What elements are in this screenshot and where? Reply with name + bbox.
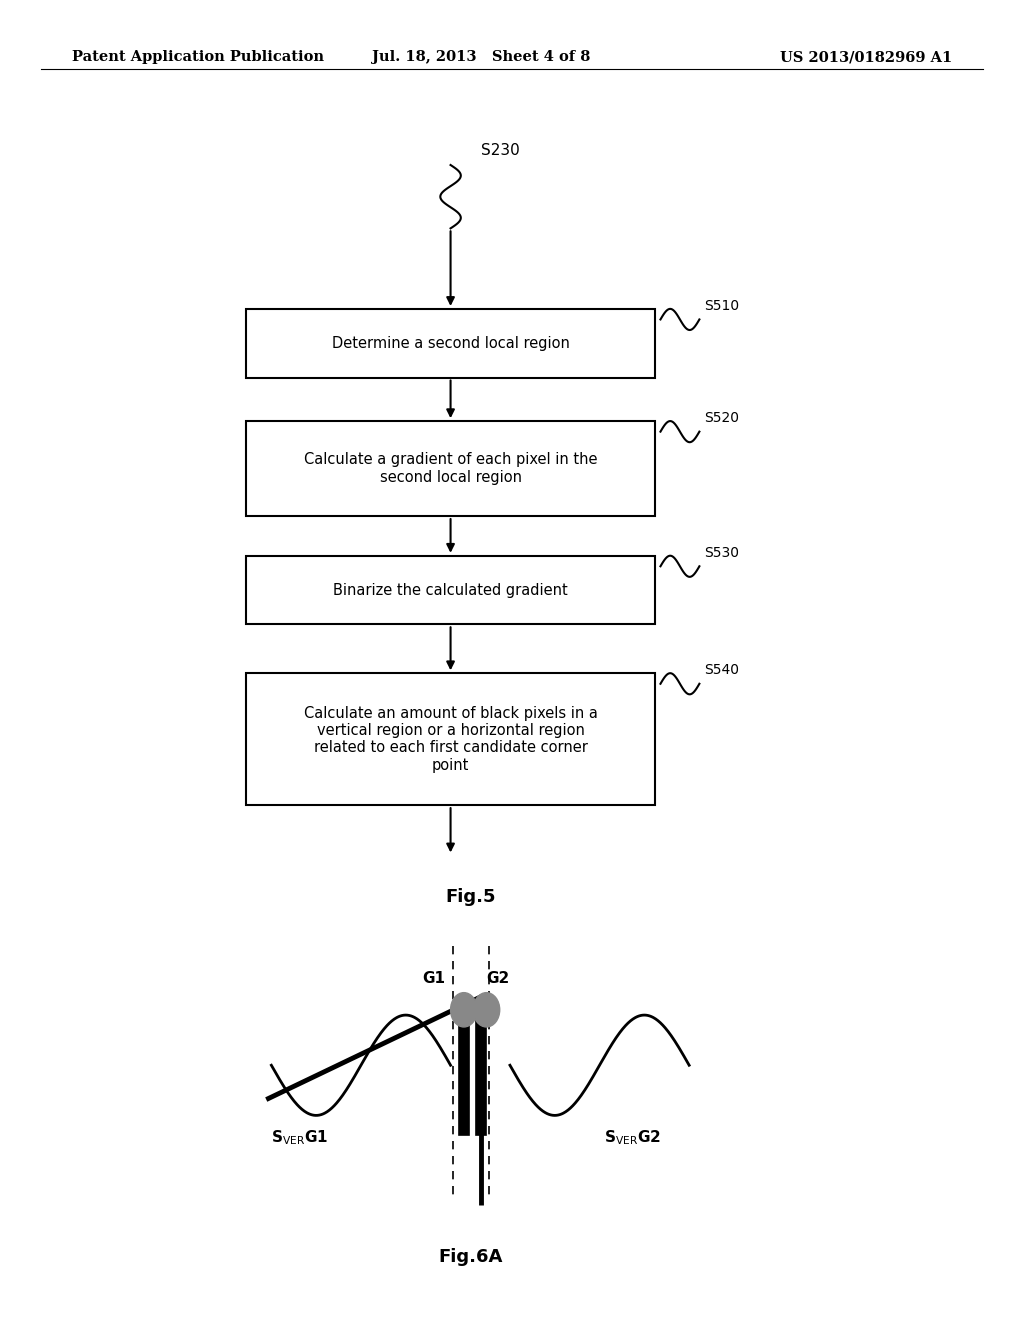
FancyBboxPatch shape (476, 1016, 486, 1135)
Text: Jul. 18, 2013   Sheet 4 of 8: Jul. 18, 2013 Sheet 4 of 8 (372, 50, 591, 65)
Circle shape (473, 993, 500, 1027)
Text: S540: S540 (705, 663, 739, 677)
Text: US 2013/0182969 A1: US 2013/0182969 A1 (780, 50, 952, 65)
Circle shape (451, 993, 477, 1027)
Text: Calculate a gradient of each pixel in the
second local region: Calculate a gradient of each pixel in th… (304, 453, 597, 484)
FancyBboxPatch shape (246, 556, 655, 624)
Text: $\mathbf{S}_{\rm VER}\mathbf{G1}$: $\mathbf{S}_{\rm VER}\mathbf{G1}$ (271, 1129, 329, 1147)
Text: S520: S520 (705, 411, 739, 425)
FancyBboxPatch shape (246, 309, 655, 378)
Text: Calculate an amount of black pixels in a
vertical region or a horizontal region
: Calculate an amount of black pixels in a… (304, 706, 597, 772)
Text: G1: G1 (423, 972, 445, 986)
Text: Fig.5: Fig.5 (445, 888, 497, 907)
Text: G2: G2 (486, 972, 510, 986)
Text: Fig.6A: Fig.6A (439, 1247, 503, 1266)
FancyBboxPatch shape (459, 1016, 469, 1135)
Text: S510: S510 (705, 298, 739, 313)
Text: S230: S230 (481, 144, 520, 158)
Text: S530: S530 (705, 545, 739, 560)
Text: $\mathbf{S}_{\rm VER}\mathbf{G2}$: $\mathbf{S}_{\rm VER}\mathbf{G2}$ (604, 1129, 662, 1147)
Text: Binarize the calculated gradient: Binarize the calculated gradient (333, 582, 568, 598)
Text: Determine a second local region: Determine a second local region (332, 335, 569, 351)
FancyBboxPatch shape (246, 673, 655, 805)
FancyBboxPatch shape (246, 421, 655, 516)
Text: Patent Application Publication: Patent Application Publication (72, 50, 324, 65)
